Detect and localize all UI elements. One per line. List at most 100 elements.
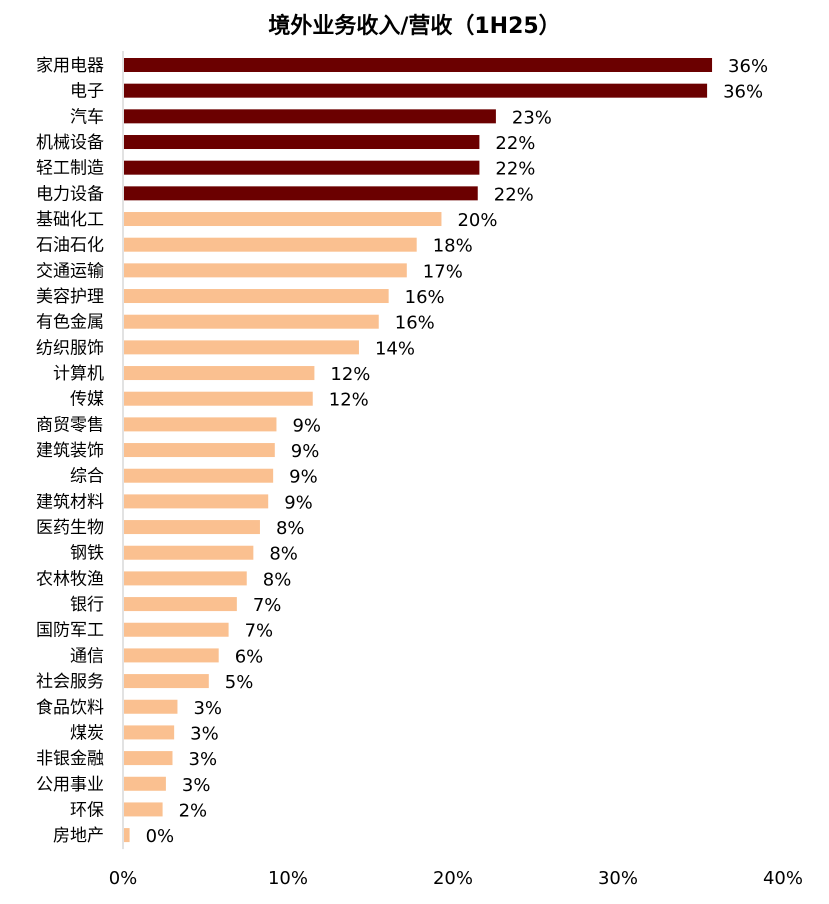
- data-label: 20%: [457, 210, 497, 231]
- bar: [124, 597, 237, 612]
- bar: [124, 443, 275, 458]
- data-label: 8%: [276, 518, 305, 539]
- bar: [124, 494, 269, 509]
- bar: [124, 674, 209, 689]
- category-label: 纺织服饰: [36, 338, 104, 358]
- category-label: 医药生物: [36, 518, 104, 538]
- bar: [124, 545, 254, 560]
- category-label: 轻工制造: [36, 159, 104, 179]
- data-label: 3%: [193, 698, 222, 719]
- category-label: 国防军工: [36, 621, 104, 641]
- bar: [124, 212, 442, 227]
- data-label: 9%: [291, 441, 320, 462]
- category-label: 基础化工: [36, 210, 104, 230]
- bar: [124, 828, 130, 843]
- bar: [124, 186, 478, 201]
- data-label: 6%: [235, 646, 264, 667]
- data-label: 36%: [723, 82, 763, 103]
- data-label: 3%: [189, 749, 218, 770]
- bar: [124, 237, 417, 252]
- category-label: 有色金属: [36, 313, 104, 333]
- data-label: 22%: [495, 159, 535, 180]
- bar: [124, 417, 277, 432]
- bar: [124, 135, 480, 150]
- bar: [124, 699, 178, 714]
- data-label: 17%: [423, 261, 463, 282]
- data-label: 3%: [190, 723, 219, 744]
- data-label: 22%: [495, 133, 535, 154]
- data-label: 2%: [179, 800, 208, 821]
- data-label: 7%: [253, 595, 282, 616]
- bar: [124, 340, 359, 355]
- category-label: 交通运输: [36, 261, 104, 281]
- data-label: 16%: [405, 287, 445, 308]
- category-label: 环保: [70, 800, 104, 820]
- category-label: 家用电器: [36, 56, 104, 76]
- bar: [124, 468, 274, 483]
- bar: [124, 622, 229, 637]
- chart-title: 境外业务收入/营收（1H25）: [268, 14, 561, 39]
- category-label: 电力设备: [36, 184, 104, 204]
- data-label: 3%: [182, 775, 211, 796]
- category-label: 建筑材料: [36, 492, 104, 512]
- data-label: 8%: [263, 569, 292, 590]
- category-label: 钢铁: [70, 544, 104, 564]
- category-label: 传媒: [70, 390, 104, 410]
- category-label: 电子: [70, 82, 104, 102]
- data-label: 9%: [289, 467, 318, 488]
- bar: [124, 109, 496, 124]
- bar: [124, 725, 175, 740]
- bar: [124, 751, 173, 766]
- x-tick-label: 30%: [598, 868, 638, 889]
- bar: [124, 776, 166, 791]
- category-label: 建筑装饰: [36, 441, 104, 461]
- category-label: 银行: [70, 595, 104, 615]
- data-label: 7%: [245, 621, 274, 642]
- bar: [124, 83, 708, 98]
- data-label: 12%: [330, 364, 370, 385]
- data-label: 23%: [512, 107, 552, 128]
- category-label: 农林牧渔: [36, 569, 104, 589]
- data-label: 9%: [284, 492, 313, 513]
- bar: [124, 160, 480, 175]
- category-label: 机械设备: [36, 133, 104, 153]
- category-label: 社会服务: [36, 672, 104, 692]
- category-label: 计算机: [53, 364, 104, 384]
- bar: [124, 289, 389, 304]
- data-label: 12%: [329, 390, 369, 411]
- category-label: 煤炭: [70, 723, 104, 743]
- data-label: 9%: [292, 415, 321, 436]
- category-label: 房地产: [53, 826, 104, 846]
- bar: [124, 520, 260, 535]
- bar: [124, 391, 313, 406]
- category-label: 非银金融: [36, 749, 104, 769]
- category-label: 商贸零售: [36, 415, 104, 435]
- category-label: 综合: [70, 467, 104, 487]
- x-tick-label: 10%: [268, 868, 308, 889]
- category-label: 食品饮料: [36, 698, 104, 718]
- data-label: 16%: [395, 313, 435, 334]
- data-label: 14%: [375, 338, 415, 359]
- data-label: 0%: [146, 826, 175, 847]
- bar: [124, 263, 407, 278]
- bar: [124, 802, 163, 817]
- data-label: 18%: [433, 236, 473, 257]
- bar: [124, 58, 713, 72]
- bar: [124, 571, 247, 586]
- bar: [124, 366, 315, 381]
- category-label: 汽车: [70, 107, 104, 127]
- bar: [124, 314, 379, 329]
- data-label: 22%: [494, 184, 534, 205]
- x-tick-label: 40%: [763, 868, 803, 889]
- category-label: 公用事业: [36, 775, 104, 795]
- x-tick-label: 20%: [433, 868, 473, 889]
- data-label: 8%: [269, 544, 298, 565]
- category-label: 石油石化: [36, 236, 104, 256]
- data-label: 5%: [225, 672, 254, 693]
- bar: [124, 648, 219, 663]
- category-label: 美容护理: [36, 287, 104, 307]
- category-label: 通信: [70, 646, 104, 666]
- x-tick-label: 0%: [109, 868, 138, 889]
